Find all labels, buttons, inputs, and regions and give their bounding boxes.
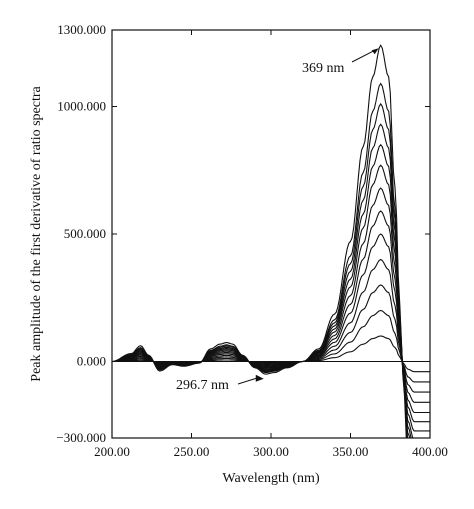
x-tick-label: 300.00 — [253, 444, 289, 459]
trough-296-label: 296.7 nm — [176, 378, 229, 393]
spectrum-curve — [112, 210, 430, 423]
x-axis-label: Wavelength (nm) — [222, 471, 320, 486]
y-tick-label: 1300.000 — [57, 22, 106, 37]
x-tick-label: 400.00 — [412, 444, 448, 459]
spectrum-curve — [112, 164, 414, 438]
spectrum-curve — [112, 123, 411, 438]
annotations: 369 nm 296.7 nm — [176, 48, 379, 393]
axes: −300.000 0.000 500.000 1000.000 1300.000 200.… — [56, 22, 447, 459]
x-tick-label: 350.00 — [333, 444, 369, 459]
y-tick-label: −300.000 — [56, 430, 106, 445]
plot-frame — [111, 29, 431, 439]
spectrum-curve — [112, 258, 430, 403]
trough-296-arrow — [237, 377, 258, 385]
y-tick-label: 500.000 — [64, 226, 106, 241]
peak-369-arrowhead — [371, 48, 379, 55]
spectrum-curve — [112, 44, 407, 438]
y-tick-label: 1000.000 — [57, 99, 106, 114]
peak-369-label: 369 nm — [302, 61, 345, 76]
spectrum-curve — [112, 284, 430, 393]
spectra-curves — [112, 44, 430, 438]
spectrum-curve — [112, 187, 430, 432]
y-tick-label: 0.000 — [77, 354, 106, 369]
spectrum-curve — [112, 309, 430, 383]
x-tick-label: 250.00 — [174, 444, 210, 459]
y-axis-label: Peak amplitude of the first derivative o… — [29, 85, 44, 381]
spectrum-curve — [112, 335, 430, 373]
curve-group — [112, 44, 430, 438]
trough-296-arrowhead — [255, 374, 264, 382]
spectrum-curve — [112, 102, 409, 438]
spectrum-curve — [112, 82, 408, 438]
x-tick-label: 200.00 — [94, 444, 130, 459]
